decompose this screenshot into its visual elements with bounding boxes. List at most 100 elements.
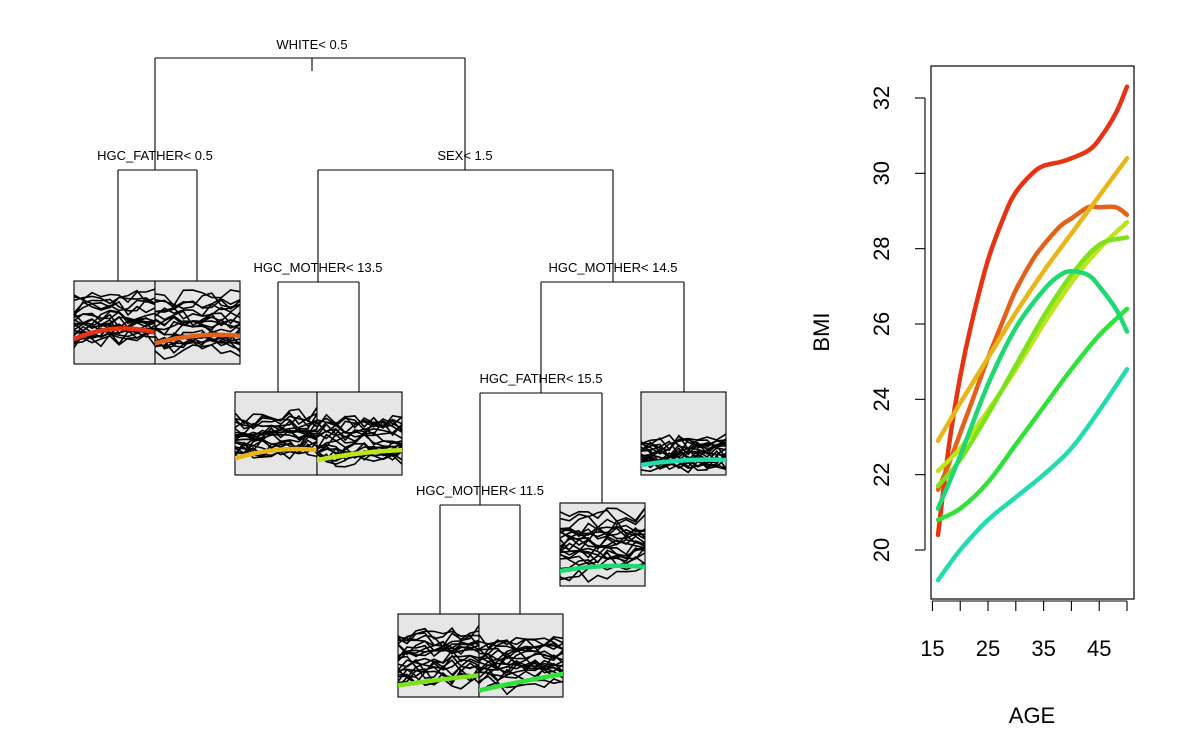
trajectory-line	[560, 524, 645, 540]
leaf-trajectories	[398, 624, 479, 690]
trajectory-line	[479, 634, 563, 649]
trajectory-line	[641, 441, 726, 459]
leaf-trajectories	[479, 634, 563, 696]
trajectory-line	[560, 525, 645, 539]
trajectory-line	[74, 309, 155, 326]
y-tick-label: 28	[869, 236, 894, 260]
trajectory-line	[74, 298, 155, 314]
trajectory-line	[317, 441, 402, 455]
trajectory-line	[317, 420, 402, 436]
trajectory-line	[317, 416, 402, 434]
plot-frame	[930, 65, 1135, 600]
leaf-trajectories	[155, 289, 240, 360]
y-tick-label: 24	[869, 387, 894, 411]
trajectory-line	[479, 667, 563, 683]
split-label-n7: HGC_MOTHER< 14.5	[549, 260, 678, 275]
trajectory-line	[560, 514, 645, 530]
y-tick-label: 20	[869, 538, 894, 562]
trajectory-line	[641, 460, 726, 474]
leaf-trajectories	[235, 407, 317, 461]
trajectory-line	[74, 331, 155, 348]
leaf-trajectories	[641, 433, 726, 474]
leaf-mean-curve	[317, 447, 402, 463]
leaf-mean-curve	[560, 563, 645, 574]
trajectory-line	[398, 624, 479, 642]
trajectory-line	[560, 525, 645, 537]
leaf-mean-curve	[641, 457, 726, 468]
leaf-trajectories	[74, 288, 155, 348]
trajectory-line	[560, 507, 645, 522]
trajectory-line	[560, 531, 645, 542]
trajectory-line	[479, 655, 563, 670]
bmi-age-line-chart: 15 25 35 45 20 22 24 26 28 30 32 AGE BMI	[809, 65, 1135, 728]
trajectory-line	[155, 297, 240, 309]
series-line-1	[935, 84, 1130, 538]
split-label-n14: HGC_FATHER< 15.5	[480, 371, 603, 386]
trajectory-line	[398, 654, 479, 669]
trajectory-line	[641, 447, 726, 465]
leaf-node-L6	[478, 613, 564, 698]
trajectory-line	[398, 643, 479, 662]
trajectory-line	[398, 641, 479, 659]
x-axis-title: AGE	[1009, 703, 1055, 728]
trajectory-line	[74, 289, 155, 305]
y-tick-label: 22	[869, 462, 894, 486]
split-label-n6: HGC_MOTHER< 13.5	[254, 260, 383, 275]
trajectory-line	[560, 535, 645, 551]
trajectory-line	[155, 344, 240, 360]
y-axis-title: BMI	[809, 312, 834, 351]
trajectory-line	[235, 414, 317, 428]
trajectory-line	[479, 660, 563, 673]
leaf-mean-curve	[235, 446, 317, 461]
trajectory-line	[560, 566, 645, 583]
trajectory-line	[479, 677, 563, 696]
series-line-6	[935, 306, 1130, 523]
x-tick-label: 35	[1031, 636, 1055, 661]
trajectory-line	[155, 304, 240, 320]
split-label-n28: HGC_MOTHER< 11.5	[416, 483, 544, 498]
leaf-trajectories	[560, 507, 645, 583]
trajectory-line	[479, 637, 563, 655]
trajectory-line	[74, 299, 155, 315]
series-line-5	[935, 235, 1130, 489]
trajectory-line	[398, 639, 479, 652]
leaf-node-L1	[73, 280, 156, 365]
trajectory-line	[235, 439, 317, 458]
trajectory-line	[398, 668, 479, 686]
leaf-trajectories	[317, 413, 402, 468]
leaf-node-L3	[234, 391, 318, 476]
trajectory-line	[155, 316, 240, 331]
trajectory-line	[479, 660, 563, 673]
trajectory-line	[560, 551, 645, 566]
trajectory-line	[560, 544, 645, 560]
trajectory-line	[479, 642, 563, 660]
series-group	[935, 84, 1130, 583]
trajectory-line	[155, 303, 240, 318]
y-tick-label: 30	[869, 161, 894, 185]
leaf-node-L5	[397, 613, 480, 698]
trajectory-line	[235, 427, 317, 442]
leaf-mean-curve	[155, 332, 240, 346]
regression-tree: WHITE< 0.5 HGC_FATHER< 0.5 SEX< 1.5 HGC_MOT…	[73, 37, 727, 698]
x-tick-label: 15	[920, 636, 944, 661]
trajectory-line	[74, 288, 155, 304]
series-line-2	[935, 204, 1130, 492]
trajectory-line	[560, 546, 645, 560]
trajectory-line	[398, 630, 479, 647]
trajectory-line	[74, 300, 155, 318]
trajectory-line	[398, 663, 479, 683]
trajectory-line	[479, 668, 563, 684]
leaf-node-L4	[316, 391, 403, 476]
trajectory-line	[479, 648, 563, 661]
leaf-mean-curve	[74, 326, 155, 342]
leaf-node-L8	[640, 391, 727, 476]
leaf-mean-curve	[398, 673, 479, 688]
trajectory-line	[235, 419, 317, 438]
leaf-node-L7	[559, 502, 646, 587]
trajectory-line	[398, 640, 479, 655]
trajectory-line	[235, 414, 317, 430]
trajectory-line	[235, 427, 317, 441]
trajectory-line	[155, 289, 240, 307]
trajectory-line	[317, 421, 402, 440]
